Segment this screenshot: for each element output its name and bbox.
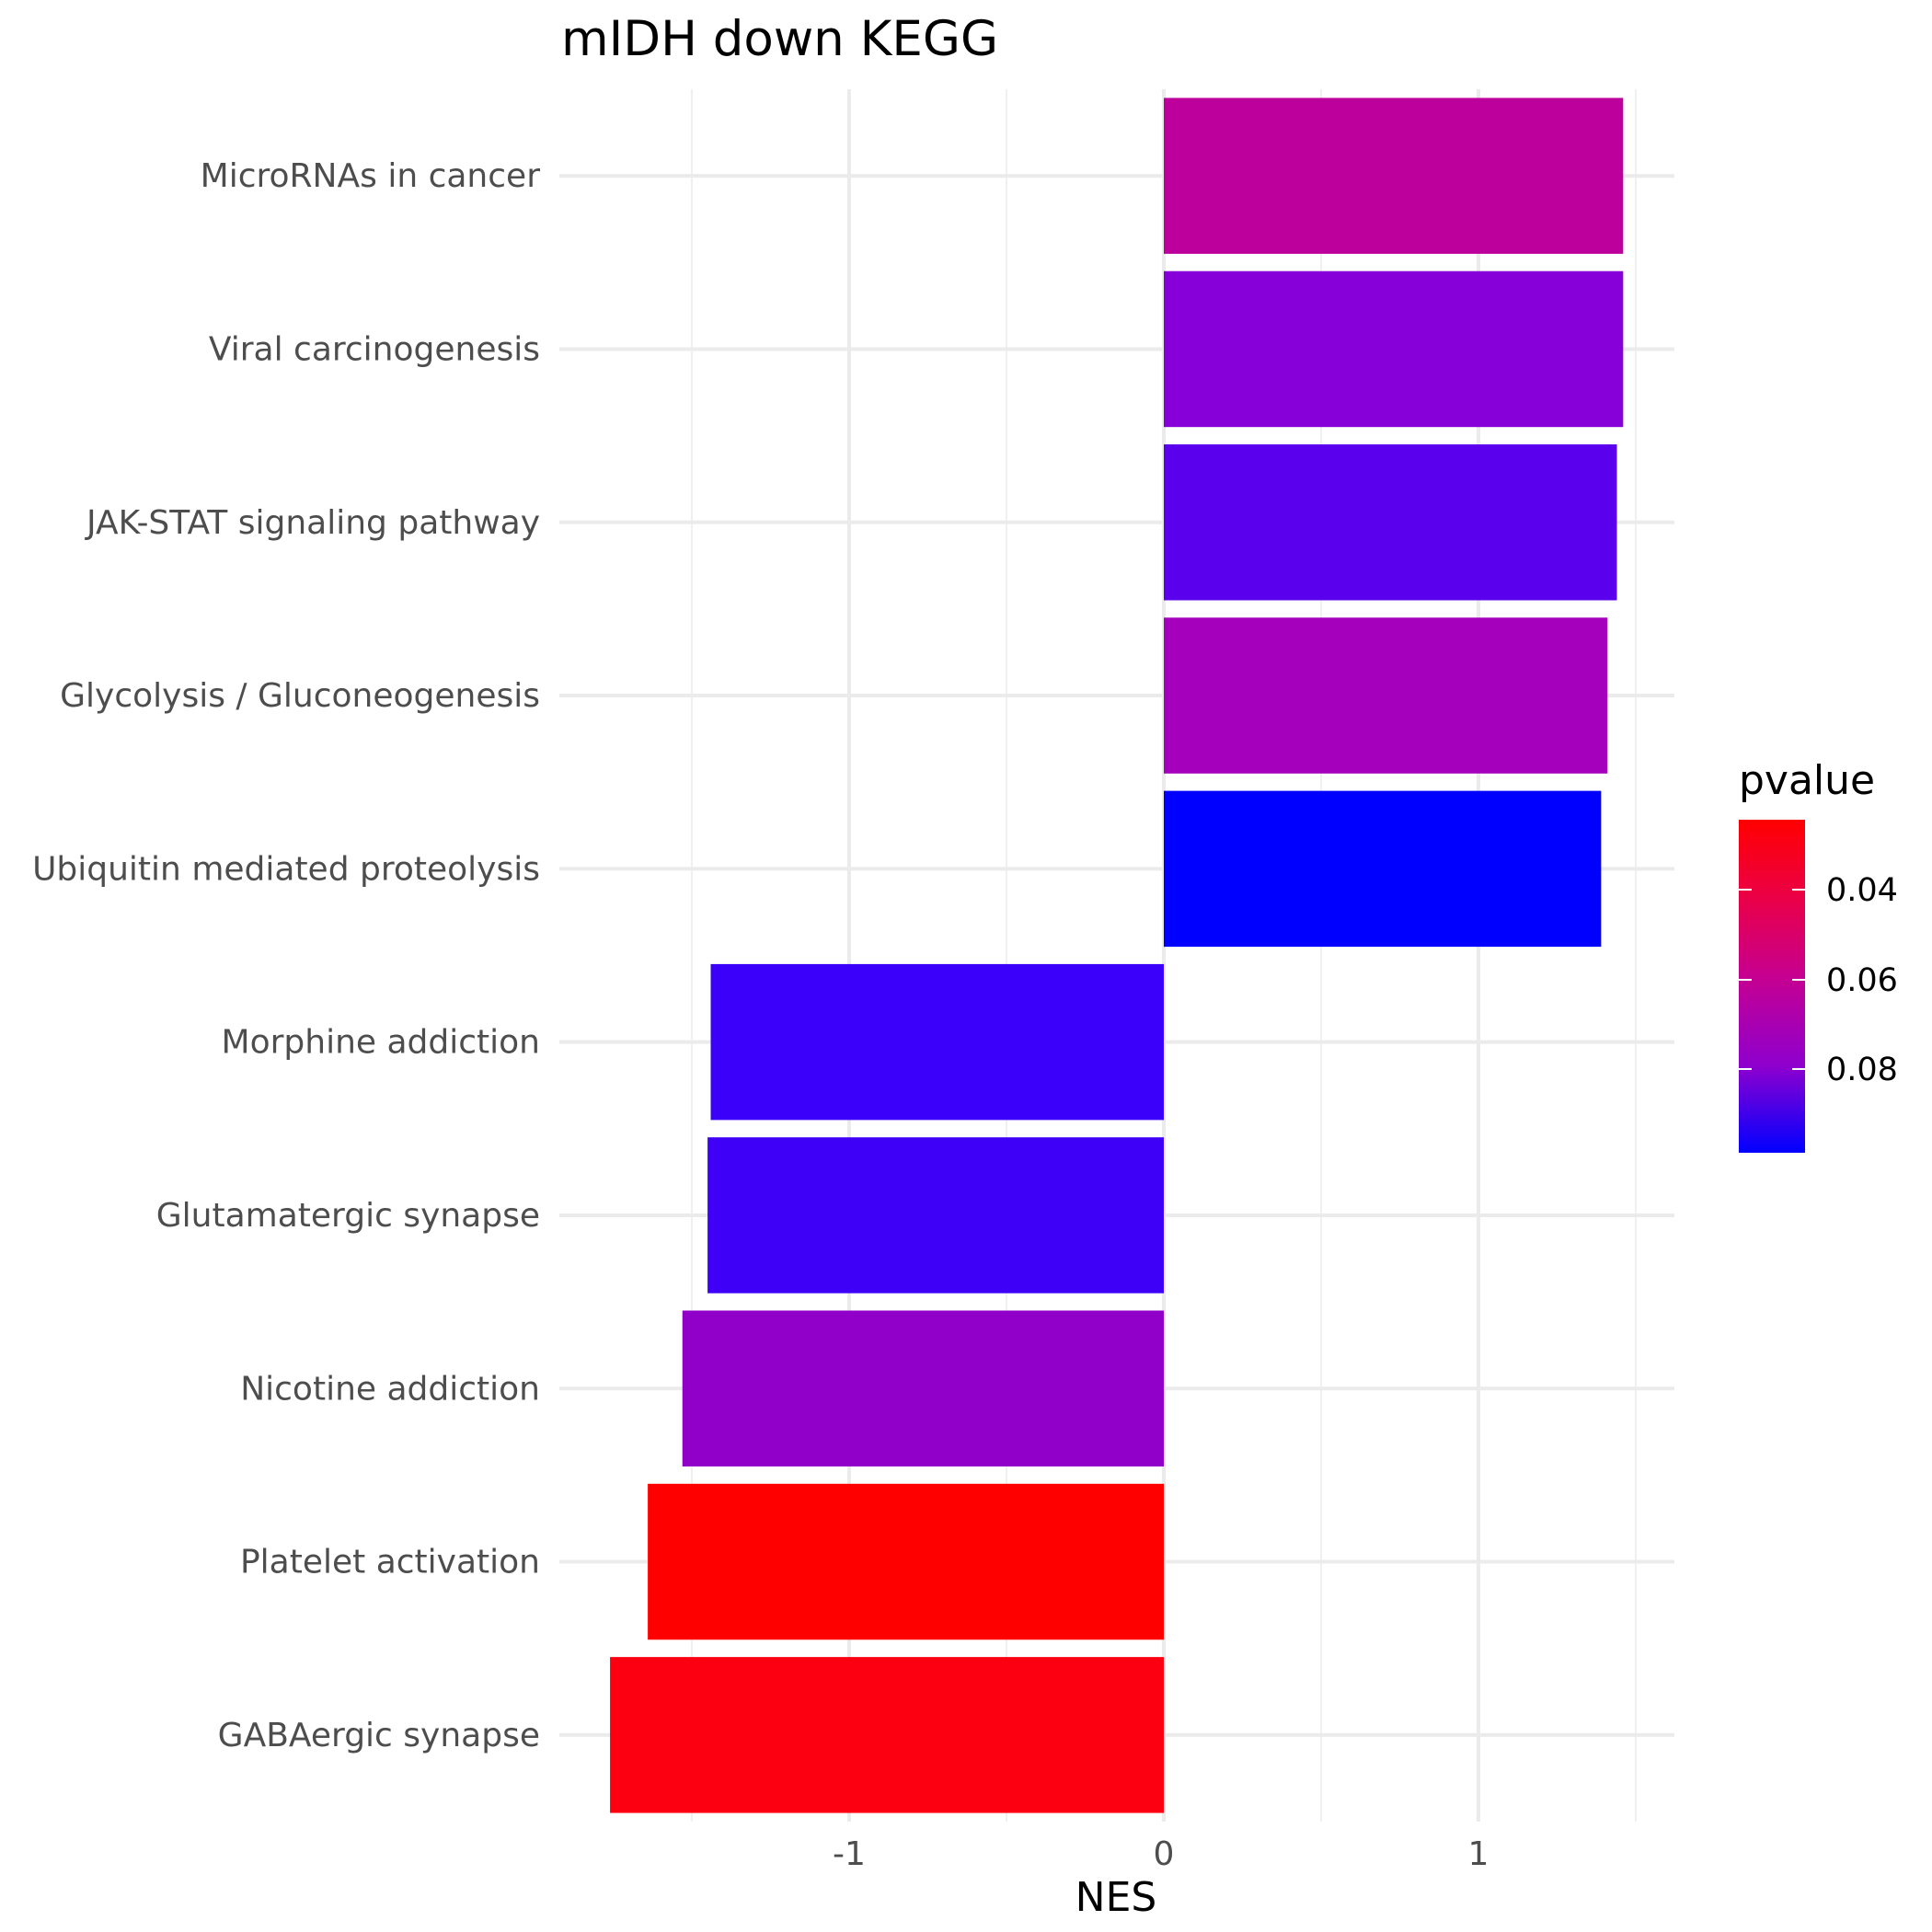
bar: [1164, 98, 1624, 254]
category-label: Platelet activation: [240, 1544, 540, 1581]
bar: [1164, 270, 1624, 428]
bar: [1164, 790, 1602, 948]
legend-ticks: 0.04 0.06 0.08: [1739, 872, 1898, 1088]
category-label: JAK-STAT signaling pathway: [85, 504, 540, 542]
legend-tick-label: 0.06: [1826, 962, 1898, 999]
x-axis-title: NES: [1075, 1874, 1157, 1921]
bar: [610, 1657, 1164, 1813]
category-label: GABAergic synapse: [218, 1717, 540, 1754]
legend-tick-label: 0.08: [1826, 1052, 1898, 1088]
x-tick-labels: -1 0 1: [833, 1835, 1489, 1873]
bar: [710, 963, 1164, 1121]
bar: [707, 1137, 1164, 1294]
category-labels: MicroRNAs in cancer Viral carcinogenesis J…: [32, 157, 540, 1754]
category-label: Glutamatergic synapse: [156, 1197, 540, 1235]
legend-colorbar: [1739, 820, 1805, 1153]
x-tick-label: 1: [1468, 1835, 1489, 1873]
bars: [610, 98, 1624, 1813]
category-label: Ubiquitin mediated proteolysis: [32, 850, 540, 888]
category-label: Nicotine addiction: [240, 1370, 540, 1408]
bar: [682, 1310, 1164, 1466]
bar: [1164, 444, 1617, 601]
category-label: Glycolysis / Gluconeogenesis: [60, 677, 540, 715]
legend: pvalue 0.04 0.06 0.08: [1739, 757, 1898, 1153]
category-label: Morphine addiction: [222, 1024, 540, 1062]
legend-tick-label: 0.04: [1826, 872, 1898, 909]
x-tick-label: -1: [833, 1835, 866, 1873]
category-label: Viral carcinogenesis: [209, 330, 540, 368]
bar: [648, 1483, 1164, 1640]
chart-title: mIDH down KEGG: [561, 11, 998, 67]
legend-title: pvalue: [1739, 757, 1875, 804]
x-tick-label: 0: [1154, 1835, 1175, 1873]
category-label: MicroRNAs in cancer: [201, 157, 541, 195]
bar: [1164, 617, 1608, 774]
